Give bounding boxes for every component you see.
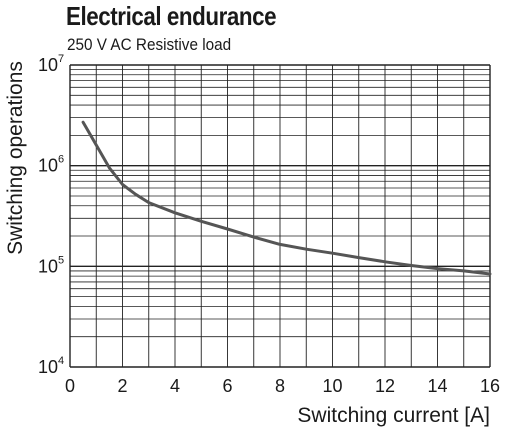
- y-tick-label: 107: [38, 53, 64, 75]
- y-tick-label: 104: [38, 355, 64, 377]
- x-tick-label: 12: [375, 376, 395, 396]
- y-tick-label: 105: [38, 254, 64, 276]
- chart-subtitle: 250 V AC Resistive load: [67, 35, 232, 54]
- x-tick-labels: 0 2 4 6 8 10 12 14 16: [65, 376, 500, 396]
- x-tick-label: 0: [65, 376, 75, 396]
- y-axis-label: Switching operations: [4, 61, 27, 255]
- y-tick-labels: 104 105 106 107: [38, 53, 64, 377]
- x-tick-label: 2: [117, 376, 127, 396]
- x-tick-label: 6: [222, 376, 232, 396]
- x-tick-label: 14: [427, 376, 447, 396]
- chart-title: Electrical endurance: [66, 1, 277, 31]
- x-axis-label: Switching current [A]: [297, 404, 490, 427]
- x-tick-label: 8: [275, 376, 285, 396]
- endurance-curve: [81, 120, 492, 276]
- curve-layer: [81, 120, 492, 276]
- x-tick-label: 10: [322, 376, 342, 396]
- y-tick-label: 106: [38, 154, 64, 176]
- x-tick-label: 16: [480, 376, 500, 396]
- x-tick-label: 4: [170, 376, 180, 396]
- chart-grid: [69, 64, 491, 368]
